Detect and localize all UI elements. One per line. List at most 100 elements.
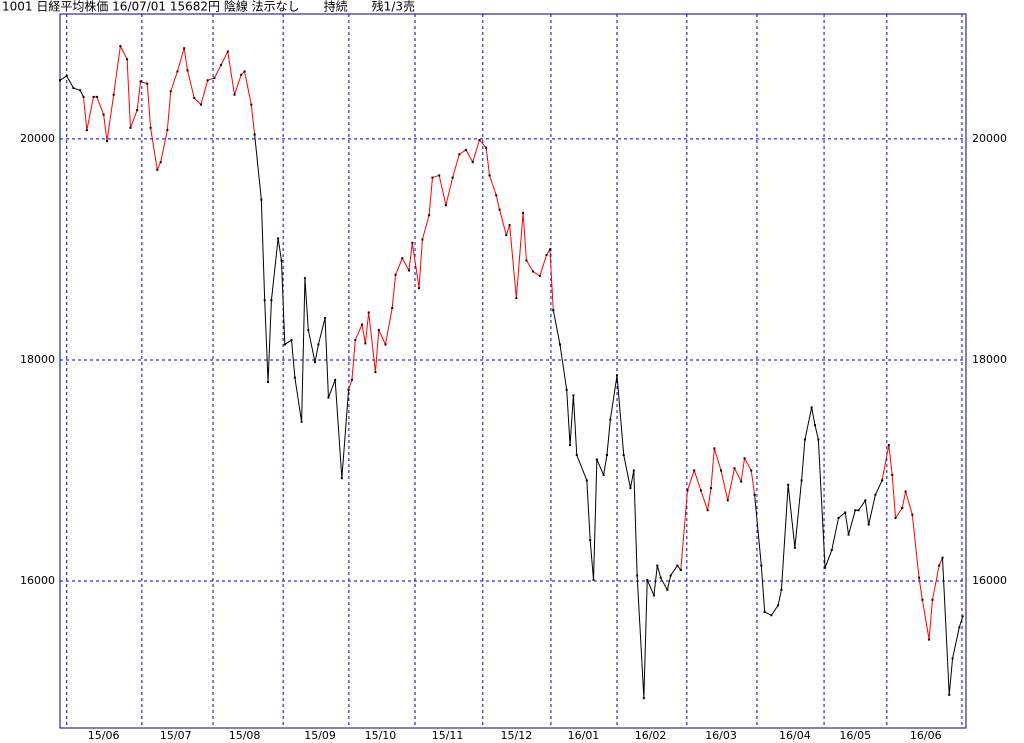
price-point: [951, 657, 954, 660]
y-tick-label-right: 16000: [972, 574, 1007, 587]
price-point: [780, 588, 783, 591]
price-point: [948, 693, 951, 696]
price-point: [921, 598, 924, 601]
price-point: [693, 469, 696, 472]
price-point: [538, 274, 541, 277]
price-point: [183, 47, 186, 50]
price-point: [377, 329, 380, 332]
price-point: [585, 479, 588, 482]
price-point: [552, 309, 555, 312]
x-tick-label: 16/05: [839, 729, 871, 742]
price-point: [699, 489, 702, 492]
price-point: [129, 126, 132, 129]
price-line: [881, 444, 943, 640]
price-point: [290, 339, 293, 342]
price-point: [206, 79, 209, 82]
price-point: [82, 95, 85, 98]
price-point: [59, 79, 61, 82]
price-point: [65, 74, 68, 77]
price-point: [545, 253, 548, 256]
price-point: [270, 299, 273, 302]
price-point: [226, 50, 229, 53]
price-point: [139, 80, 142, 83]
price-point: [793, 546, 796, 549]
price-point: [669, 574, 672, 577]
price-point: [334, 378, 337, 381]
price-point: [572, 394, 575, 397]
price-point: [803, 438, 806, 441]
price-point: [72, 87, 75, 90]
price-point: [350, 378, 353, 381]
price-point: [233, 93, 236, 96]
price-point: [347, 388, 350, 391]
price-point: [428, 214, 431, 217]
price-point: [777, 604, 780, 607]
price-point: [431, 176, 434, 179]
price-point: [874, 493, 877, 496]
price-point: [814, 424, 816, 427]
x-tick-label: 15/06: [88, 729, 120, 742]
price-point: [213, 77, 216, 80]
price-point: [314, 361, 317, 364]
price-point: [102, 113, 105, 116]
price-point: [515, 297, 518, 300]
price-point: [112, 93, 115, 96]
price-point: [941, 556, 944, 559]
price-point: [79, 89, 82, 92]
price-point: [760, 564, 763, 567]
price-point: [854, 509, 857, 512]
price-point: [763, 610, 766, 613]
price-point: [565, 388, 568, 391]
price-point: [928, 638, 931, 641]
price-point: [293, 376, 296, 379]
x-tick-label: 16/01: [568, 729, 600, 742]
price-point: [146, 82, 149, 85]
price-point: [720, 469, 723, 472]
price-point: [250, 103, 253, 106]
x-tick-label: 16/04: [779, 729, 811, 742]
price-point: [726, 499, 729, 502]
price-point: [240, 73, 243, 76]
price-point: [592, 578, 595, 581]
price-point: [169, 90, 172, 93]
price-point: [740, 480, 743, 483]
price-point: [522, 211, 525, 214]
price-point: [283, 343, 286, 346]
price-point: [92, 95, 95, 98]
price-point: [367, 311, 370, 314]
price-line: [254, 134, 350, 479]
price-point: [260, 198, 263, 201]
price-point: [911, 513, 914, 516]
price-point: [525, 259, 528, 262]
y-tick-label: 18000: [20, 353, 55, 366]
price-point: [277, 237, 280, 240]
price-point: [186, 69, 189, 72]
price-point: [629, 487, 632, 490]
plot-frame: [59, 13, 967, 729]
price-point: [394, 273, 397, 276]
price-point: [636, 574, 639, 577]
price-point: [824, 566, 827, 569]
price-point: [95, 95, 98, 98]
price-point: [401, 257, 404, 260]
price-point: [498, 208, 501, 211]
price-point: [243, 70, 246, 73]
price-point: [166, 129, 169, 132]
price-point: [656, 564, 659, 567]
price-point: [595, 458, 598, 461]
price-point: [817, 438, 820, 441]
x-tick-label: 16/03: [705, 729, 737, 742]
price-point: [193, 97, 196, 99]
price-point: [324, 316, 327, 319]
price-point: [904, 490, 907, 493]
price-point: [891, 473, 894, 476]
price-point: [837, 517, 840, 519]
price-point: [569, 444, 572, 447]
price-point: [176, 70, 179, 73]
price-point: [508, 224, 511, 227]
price-point: [864, 499, 867, 502]
price-point: [894, 517, 897, 519]
price-point: [340, 477, 343, 480]
price-point: [85, 129, 88, 132]
price-point: [300, 420, 303, 423]
